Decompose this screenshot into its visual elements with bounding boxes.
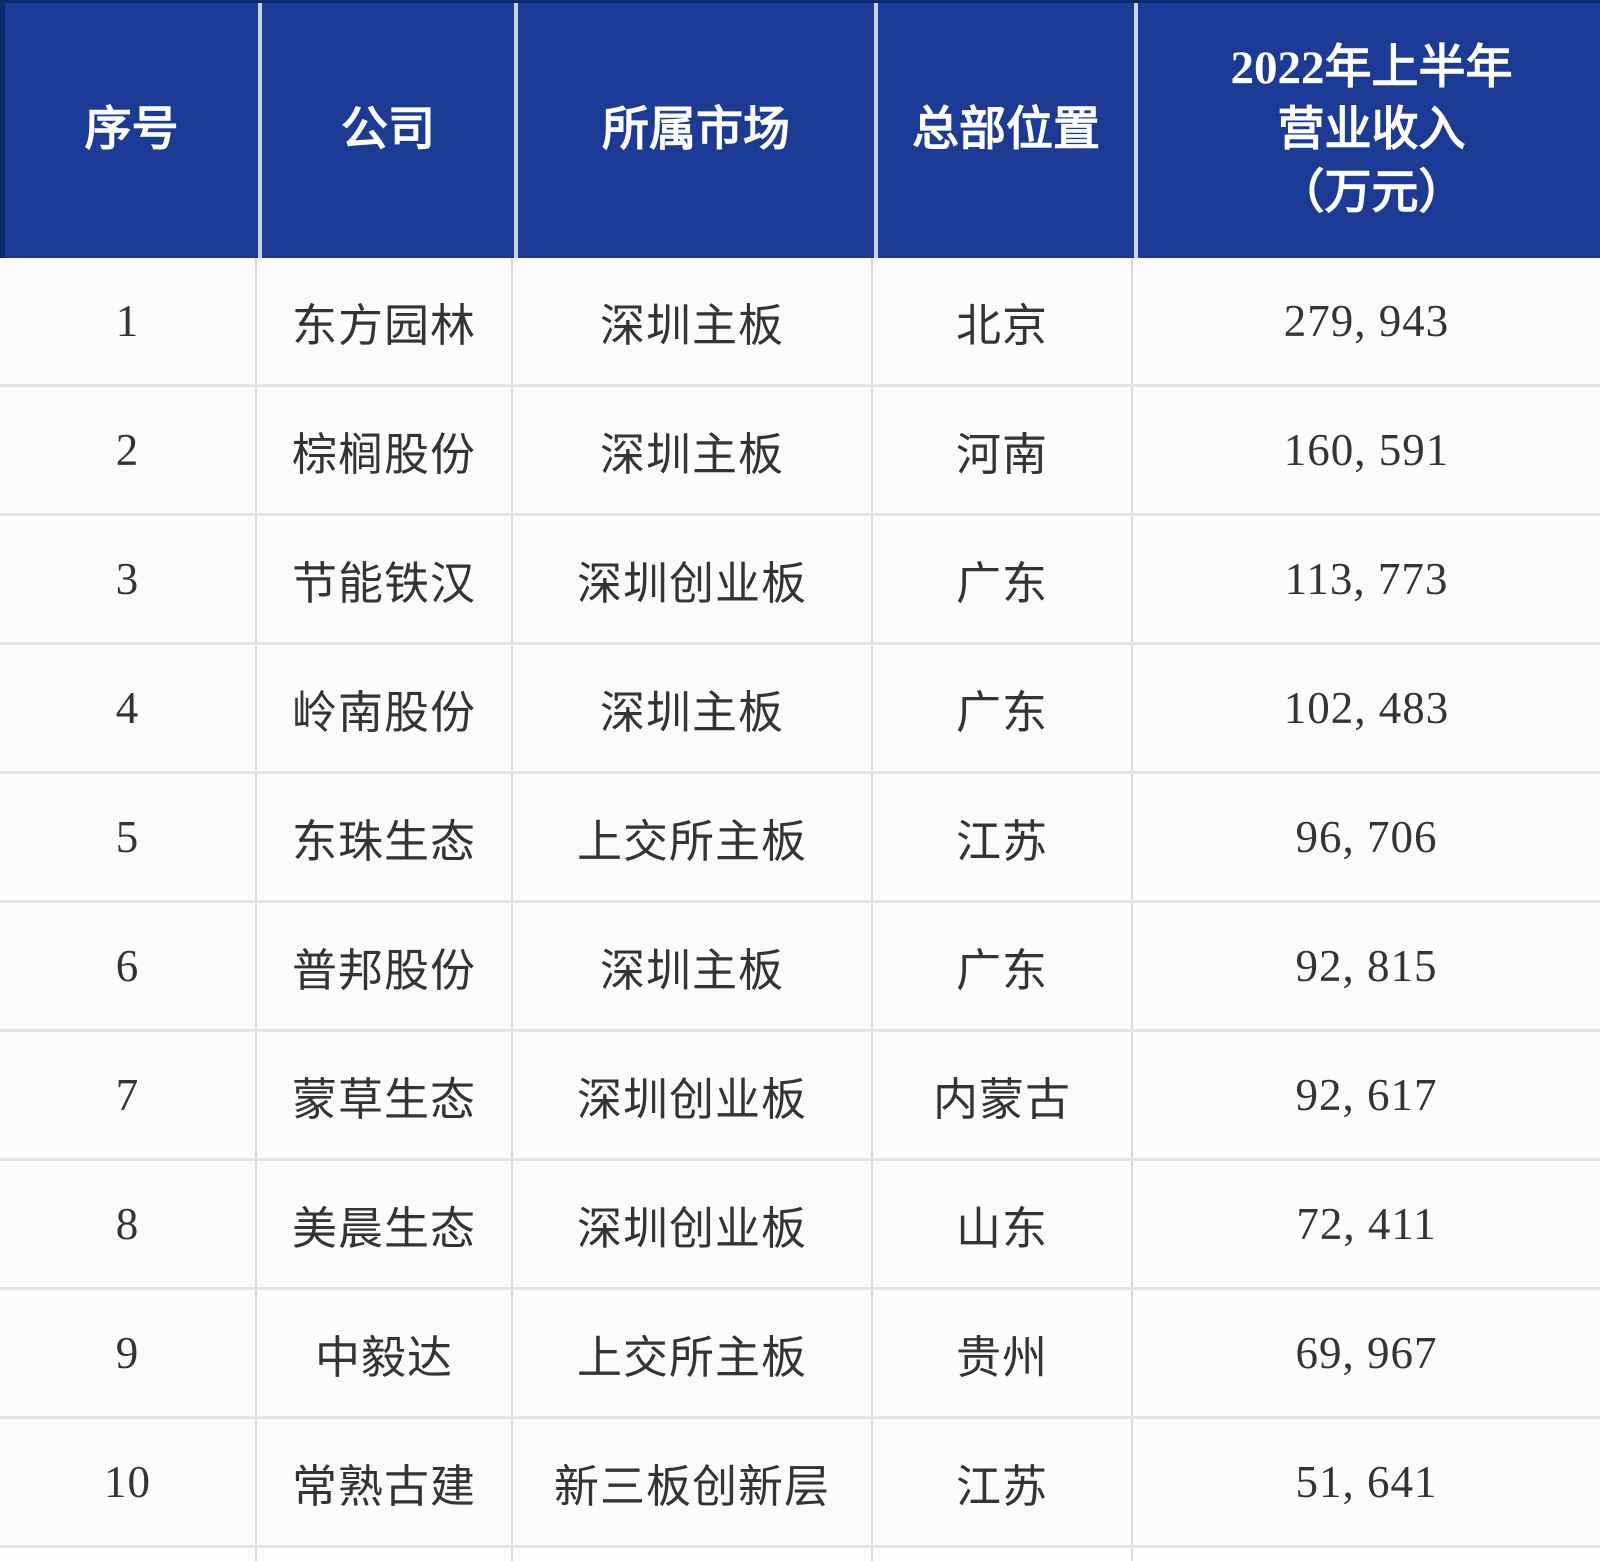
table-row: 4 岭南股份 深圳主板 广东 102, 483 [0, 645, 1600, 774]
cell-company: 棕榈股份 [257, 387, 513, 513]
table-row: 10 常熟古建 新三板创新层 江苏 51, 641 [0, 1419, 1600, 1548]
cell-revenue: 160, 591 [1283, 425, 1450, 475]
header-cell-index: 序号 [5, 3, 262, 258]
cell-index: 3 [0, 516, 257, 642]
table-row: 9 中毅达 上交所主板 贵州 69, 967 [0, 1290, 1600, 1419]
cell-company: 岭南股份 [257, 645, 513, 771]
cell-headquarters: 江苏 [873, 1419, 1133, 1545]
cell-company: 美晨生态 [257, 1161, 513, 1287]
table-row: 5 东珠生态 上交所主板 江苏 96, 706 [0, 774, 1600, 903]
cell-market: 深圳主板 [513, 387, 873, 513]
cell-index: 5 [0, 774, 257, 900]
cell-revenue: 92, 815 [1295, 941, 1438, 991]
cell-index: 6 [0, 903, 257, 1029]
cell-revenue: 102, 483 [1283, 683, 1450, 733]
cell-headquarters: 贵州 [873, 1290, 1133, 1416]
cell-index: 8 [0, 1161, 257, 1287]
table-row: 8 美晨生态 深圳创业板 山东 72, 411 [0, 1161, 1600, 1290]
cell-market: 深圳创业板 [513, 1032, 873, 1158]
cell-index: 9 [0, 1290, 257, 1416]
cell-headquarters: 山东 [873, 1161, 1133, 1287]
cell-revenue: 92, 617 [1295, 1070, 1438, 1120]
table-body: 1 东方园林 深圳主板 北京 279, 943 2 棕榈股份 深圳主板 河南 1… [0, 258, 1600, 1548]
cell-index: 1 [0, 258, 257, 384]
cell-headquarters: 河南 [873, 387, 1133, 513]
cell-revenue: 96, 706 [1295, 812, 1438, 862]
table-row: 2 棕榈股份 深圳主板 河南 160, 591 [0, 387, 1600, 516]
cell-market: 深圳创业板 [513, 1161, 873, 1287]
cell-revenue: 51, 641 [1295, 1457, 1438, 1507]
header-cell-market: 所属市场 [518, 3, 878, 258]
cell-market: 深圳创业板 [513, 516, 873, 642]
cell-company: 东珠生态 [257, 774, 513, 900]
cell-index: 7 [0, 1032, 257, 1158]
cell-revenue: 279, 943 [1283, 296, 1450, 346]
cell-headquarters: 广东 [873, 903, 1133, 1029]
cell-headquarters: 广东 [873, 516, 1133, 642]
cell-company: 常熟古建 [257, 1419, 513, 1545]
table-partial-row [0, 1548, 1600, 1561]
cell-headquarters: 北京 [873, 258, 1133, 384]
table-row: 7 蒙草生态 深圳创业板 内蒙古 92, 617 [0, 1032, 1600, 1161]
cell-market: 新三板创新层 [513, 1419, 873, 1545]
table-row: 3 节能铁汉 深圳创业板 广东 113, 773 [0, 516, 1600, 645]
cell-market: 深圳主板 [513, 645, 873, 771]
cell-company: 中毅达 [257, 1290, 513, 1416]
cell-market: 上交所主板 [513, 1290, 873, 1416]
header-cell-headquarters: 总部位置 [878, 3, 1138, 258]
cell-company: 蒙草生态 [257, 1032, 513, 1158]
header-cell-company: 公司 [262, 3, 518, 258]
cell-revenue: 113, 773 [1284, 554, 1449, 604]
cell-index: 4 [0, 645, 257, 771]
table-row: 6 普邦股份 深圳主板 广东 92, 815 [0, 903, 1600, 1032]
cell-index: 2 [0, 387, 257, 513]
cell-market: 深圳主板 [513, 903, 873, 1029]
cell-revenue: 72, 411 [1296, 1199, 1437, 1249]
cell-market: 深圳主板 [513, 258, 873, 384]
cell-company: 节能铁汉 [257, 516, 513, 642]
table-header-row: 序号 公司 所属市场 总部位置 2022年上半年 营业收入 （万元） [0, 0, 1600, 258]
cell-index: 10 [0, 1419, 257, 1545]
cell-headquarters: 江苏 [873, 774, 1133, 900]
header-cell-revenue: 2022年上半年 营业收入 （万元） [1230, 42, 1513, 219]
cell-headquarters: 广东 [873, 645, 1133, 771]
cell-company: 普邦股份 [257, 903, 513, 1029]
cell-headquarters: 内蒙古 [873, 1032, 1133, 1158]
cell-market: 上交所主板 [513, 774, 873, 900]
cell-revenue: 69, 967 [1295, 1328, 1438, 1378]
table-row: 1 东方园林 深圳主板 北京 279, 943 [0, 258, 1600, 387]
cell-company: 东方园林 [257, 258, 513, 384]
